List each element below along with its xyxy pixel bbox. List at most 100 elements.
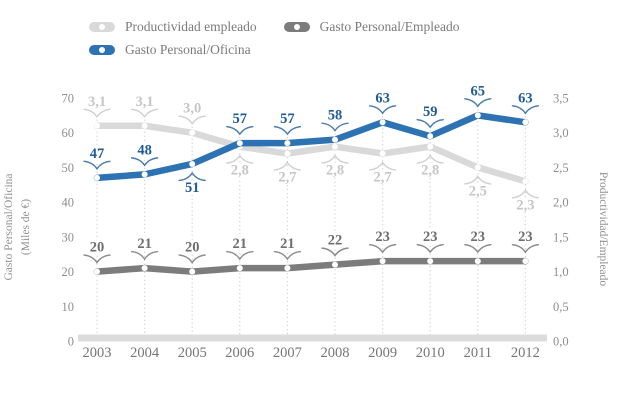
data-point-marker bbox=[189, 160, 196, 167]
data-label: 21 bbox=[280, 236, 295, 252]
label-backdrop bbox=[462, 229, 493, 245]
left-axis-title-line1: Gasto Personal/Oficina bbox=[3, 173, 15, 281]
data-point-marker bbox=[141, 122, 148, 129]
data-point-marker bbox=[236, 140, 243, 147]
year-label: 2008 bbox=[321, 345, 350, 361]
left-axis-tick-label: 50 bbox=[62, 161, 75, 175]
label-backdrop bbox=[272, 169, 303, 185]
left-axis-tick-label: 60 bbox=[62, 126, 75, 140]
label-brace bbox=[368, 105, 397, 115]
legend-row-2: Gasto Personal/Oficina bbox=[89, 38, 459, 61]
label-backdrop bbox=[129, 142, 160, 158]
legend-label: Productividad empleado bbox=[125, 18, 257, 34]
label-backdrop bbox=[415, 229, 446, 245]
label-brace bbox=[83, 160, 111, 171]
label-brace bbox=[511, 105, 540, 115]
right-axis-tick-label: 3,0 bbox=[553, 126, 569, 140]
legend-item-gasto-personal-oficina[interactable]: Gasto Personal/Oficina bbox=[89, 42, 251, 58]
left-axis-tick-label: 0 bbox=[68, 335, 74, 349]
label-backdrop bbox=[82, 239, 112, 255]
data-point-marker bbox=[141, 171, 148, 178]
label-backdrop bbox=[224, 162, 255, 178]
legend-item-gasto-personal-empleado[interactable]: Gasto Personal/Empleado bbox=[283, 18, 460, 35]
year-label: 2011 bbox=[464, 345, 492, 361]
label-backdrop bbox=[510, 229, 541, 245]
series-line bbox=[93, 112, 529, 182]
label-backdrop bbox=[224, 236, 255, 252]
data-label: 65 bbox=[471, 83, 486, 99]
data-point-marker bbox=[94, 174, 100, 181]
data-label: 2,8 bbox=[326, 163, 344, 179]
data-point-marker bbox=[522, 119, 529, 126]
label-backdrop bbox=[177, 100, 208, 116]
label-brace bbox=[464, 175, 492, 185]
x-axis-baseline bbox=[78, 334, 547, 342]
right-axis-tick-label: 2,5 bbox=[553, 161, 569, 175]
data-label: 57 bbox=[233, 111, 248, 127]
data-label: 2,8 bbox=[421, 163, 439, 179]
data-point-marker bbox=[522, 258, 529, 265]
series-line bbox=[93, 257, 529, 275]
label-brace bbox=[178, 171, 206, 182]
data-label: 58 bbox=[328, 108, 343, 124]
label-brace bbox=[273, 250, 302, 261]
data-point-marker bbox=[427, 133, 434, 140]
left-axis-tick-label: 30 bbox=[62, 230, 75, 244]
year-label: 2003 bbox=[83, 345, 112, 361]
data-point-marker bbox=[379, 119, 386, 126]
right-axis-tick-label: 1,0 bbox=[553, 265, 569, 279]
year-label: 2005 bbox=[178, 345, 207, 361]
legend-row-1: Productividad empleado Gasto Personal/Em… bbox=[89, 15, 459, 38]
data-point-marker bbox=[189, 268, 196, 275]
data-label: 59 bbox=[423, 104, 438, 120]
data-point-marker bbox=[284, 150, 291, 157]
label-brace bbox=[178, 254, 206, 264]
year-label: 2009 bbox=[368, 345, 397, 361]
legend-item-productividad-empleado[interactable]: Productividad empleado bbox=[89, 19, 257, 35]
label-brace bbox=[464, 98, 492, 108]
data-label: 23 bbox=[375, 229, 390, 245]
label-backdrop bbox=[82, 145, 112, 161]
label-brace bbox=[416, 243, 444, 254]
legend-marker-dark-gray-icon bbox=[283, 21, 310, 32]
label-brace bbox=[416, 118, 444, 129]
data-label: 21 bbox=[233, 236, 248, 252]
data-point-marker bbox=[94, 122, 100, 129]
left-axis-title-line2: (Miles de €) bbox=[20, 198, 33, 256]
data-label: 22 bbox=[328, 233, 343, 249]
data-point-marker bbox=[474, 164, 481, 171]
left-axis-tick-label: 20 bbox=[62, 265, 75, 279]
data-label: 2,3 bbox=[516, 197, 534, 213]
label-brace bbox=[416, 154, 444, 164]
data-point-marker bbox=[332, 261, 338, 268]
label-backdrop bbox=[272, 111, 303, 127]
label-brace bbox=[321, 247, 349, 257]
data-label: 2,8 bbox=[231, 163, 249, 179]
label-brace bbox=[226, 250, 254, 261]
right-axis-tick-label: 0,0 bbox=[553, 335, 569, 349]
label-brace bbox=[226, 154, 254, 164]
label-backdrop bbox=[320, 232, 350, 248]
legend: Productividad empleado Gasto Personal/Em… bbox=[89, 15, 459, 61]
label-backdrop bbox=[415, 162, 446, 178]
right-axis-tick-label: 1,5 bbox=[553, 230, 569, 244]
legend-label: Gasto Personal/Empleado bbox=[319, 18, 460, 34]
label-backdrop bbox=[129, 93, 160, 109]
right-axis-title: Productividad/Empleado bbox=[597, 171, 609, 287]
data-point-marker bbox=[189, 129, 196, 136]
data-label: 3,1 bbox=[136, 94, 154, 110]
data-label: 23 bbox=[518, 229, 533, 245]
label-brace bbox=[273, 125, 302, 136]
data-label: 3,0 bbox=[183, 101, 201, 117]
data-label: 63 bbox=[518, 90, 533, 106]
data-point-marker bbox=[332, 136, 338, 143]
label-brace bbox=[511, 189, 540, 199]
series-line bbox=[93, 122, 529, 185]
label-brace bbox=[464, 243, 492, 254]
data-point-marker bbox=[379, 258, 386, 265]
label-backdrop bbox=[462, 183, 493, 199]
label-backdrop bbox=[367, 229, 398, 245]
label-backdrop bbox=[510, 197, 541, 213]
label-backdrop bbox=[129, 236, 160, 252]
